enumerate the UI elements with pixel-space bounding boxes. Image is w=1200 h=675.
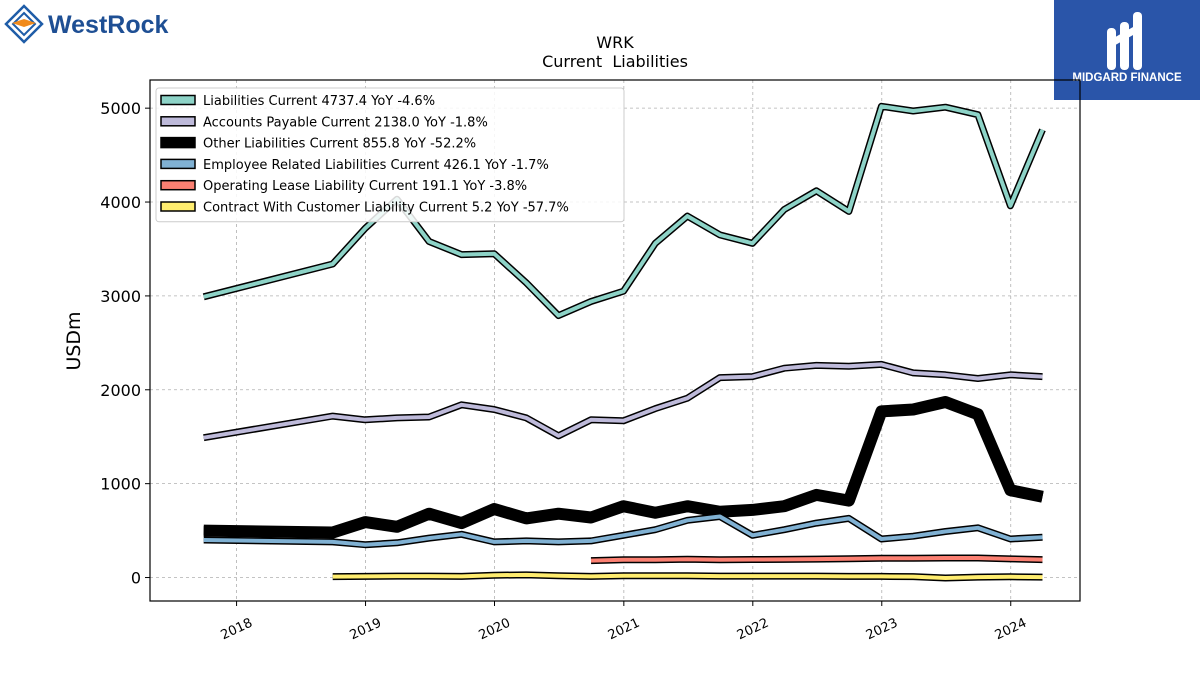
y-tick-label: 2000 (100, 381, 141, 400)
series-3-stroke (203, 514, 1043, 547)
legend-entry-label: Other Liabilities Current 855.8 YoY -52.… (203, 137, 476, 152)
x-tick-label: 2024 (993, 616, 1029, 644)
plot-frame (149, 79, 1081, 602)
y-tick-label: 0 (131, 569, 141, 588)
westrock-logo-text: WestRock (48, 11, 169, 39)
legend-swatch (160, 201, 196, 212)
series-2-stroke (203, 397, 1044, 537)
legend: Liabilities Current 4737.4 YoY -4.6% Acco… (155, 87, 625, 223)
y-tick-label: 3000 (100, 287, 141, 306)
series-1-stroke (203, 362, 1043, 440)
legend-entry-label: Contract With Customer Liability Current… (203, 201, 569, 216)
legend-swatch (160, 158, 196, 170)
y-axis-label: USDm (63, 311, 85, 370)
series-5-line (332, 571, 1043, 582)
series-layer (202, 102, 1046, 582)
legend-entry-label: Operating Lease Liability Current 191.1 … (203, 179, 527, 194)
y-tick-label: 4000 (100, 193, 141, 212)
chart-subtitle: Current Liabilities (542, 52, 688, 71)
legend-swatch (160, 116, 196, 127)
series-0-line (202, 102, 1046, 320)
midgard-logo-text: MIDGARD FINANCE (1072, 72, 1182, 84)
series-4-line (590, 554, 1043, 565)
legend-swatch (160, 136, 196, 149)
westrock-logo-mark (4, 4, 44, 44)
westrock-logo: WestRock (4, 4, 169, 44)
legend-entry-label: Liabilities Current 4737.4 YoY -4.6% (203, 94, 435, 109)
series-3-line (203, 513, 1043, 549)
x-tick-label: 2022 (735, 616, 771, 644)
series-1-line (203, 360, 1043, 442)
chart-title: WRK (596, 33, 634, 52)
y-tick-layer: 0 1000 2000 3000 4000 5000 (100, 99, 150, 588)
legend-swatch (160, 94, 196, 106)
legend-entry-label: Accounts Payable Current 2138.0 YoY -1.8… (203, 115, 488, 130)
x-tick-layer: 2018 2019 2020 2021 2022 2023 2024 (219, 601, 1029, 644)
legend-entry-label: Employee Related Liabilities Current 426… (203, 158, 549, 173)
series-1-outline (203, 360, 1043, 442)
series-0-stroke (203, 104, 1045, 318)
x-tick-label: 2019 (348, 616, 384, 644)
x-tick-label: 2023 (864, 616, 900, 644)
x-tick-label: 2020 (477, 616, 513, 644)
y-tick-label: 5000 (100, 99, 141, 118)
legend-swatch (160, 179, 196, 191)
series-2-line (203, 396, 1044, 539)
midgard-logo-mark (1107, 12, 1142, 70)
x-tick-label: 2018 (219, 616, 255, 644)
legend-box (155, 87, 625, 223)
midgard-finance-logo: MIDGARD FINANCE (1054, 0, 1200, 100)
y-tick-label: 1000 (100, 475, 141, 494)
x-tick-label: 2021 (606, 616, 642, 644)
